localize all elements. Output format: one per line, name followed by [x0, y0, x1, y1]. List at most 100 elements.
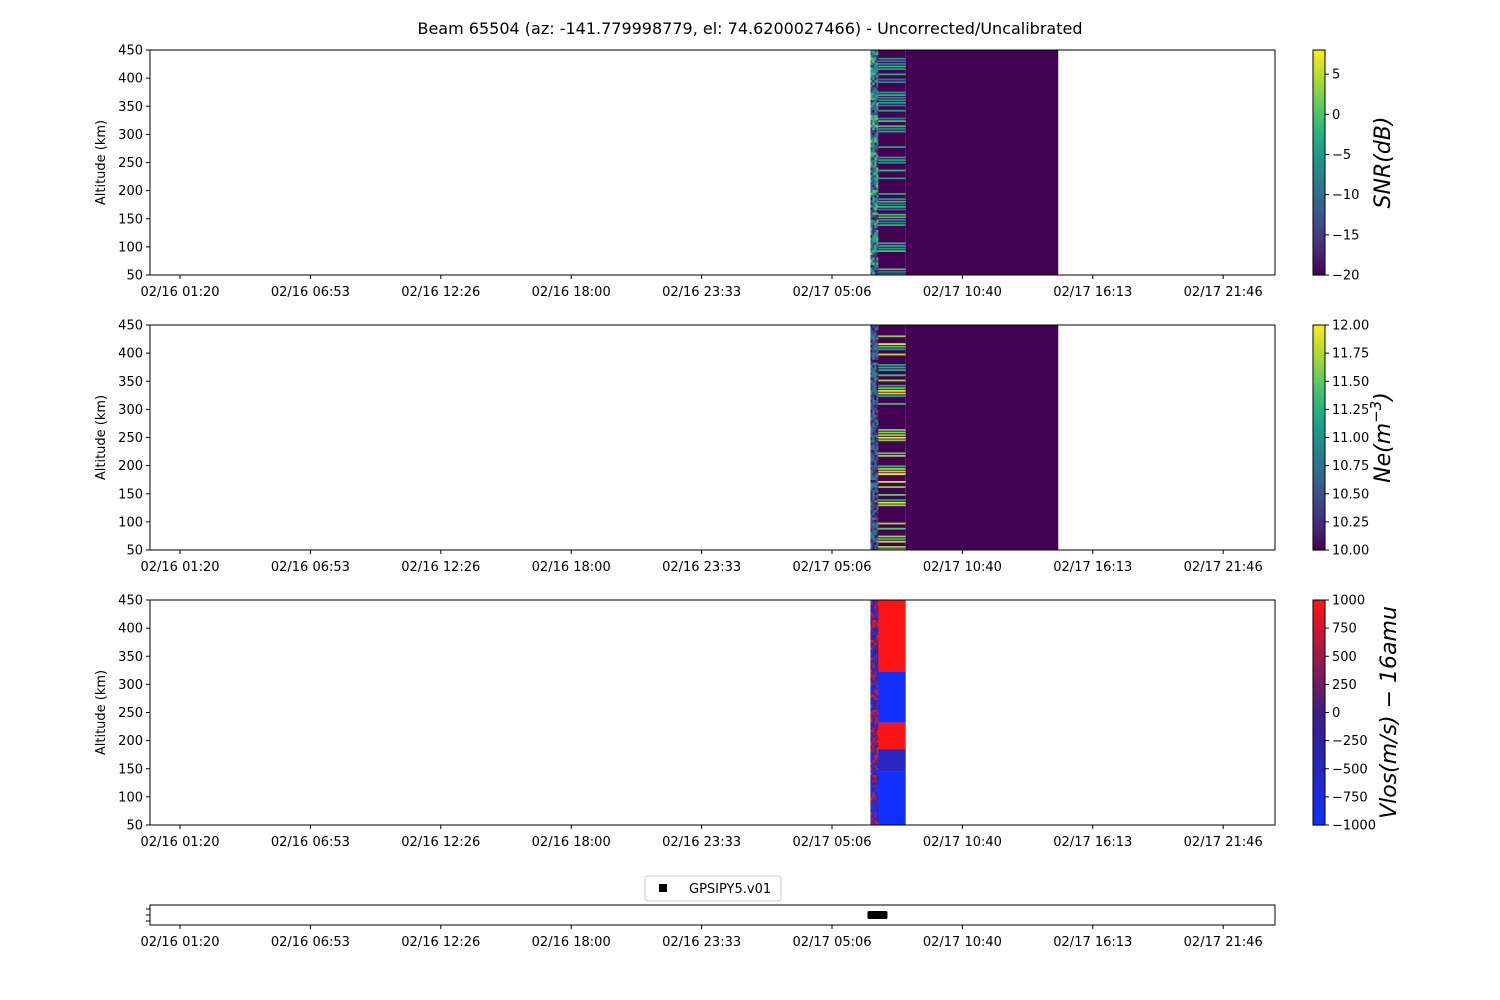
heatmap-cell — [874, 212, 877, 215]
heatmap-cell — [872, 727, 875, 730]
heatmap-cell — [874, 115, 877, 118]
heatmap-cell — [870, 265, 873, 268]
colorbar-segment — [1313, 188, 1325, 194]
heatmap-cell — [870, 510, 873, 513]
heatmap-cell — [876, 327, 879, 330]
heatmap-cell — [872, 117, 875, 120]
heatmap-cell — [870, 637, 873, 640]
heatmap-cell — [876, 812, 879, 815]
heatmap-cell — [874, 645, 877, 648]
heatmap-cell — [874, 415, 877, 418]
heatmap-cell — [872, 640, 875, 643]
heatmap-cell — [874, 782, 877, 785]
colorbar-segment — [1313, 701, 1325, 706]
heatmap-cell — [872, 502, 875, 505]
heatmap-cell — [876, 655, 879, 658]
heatmap-cell — [874, 447, 877, 450]
heatmap-cell — [872, 230, 875, 233]
heatmap-cell — [876, 240, 879, 243]
heatmap-cell — [870, 230, 873, 233]
heatmap-cell — [876, 785, 879, 788]
x-tick-label: 02/17 21:46 — [1184, 935, 1263, 950]
heatmap-cell — [876, 67, 879, 70]
heatmap-cell — [874, 195, 877, 198]
heatmap-cell — [874, 750, 877, 753]
heatmap-cell — [876, 175, 879, 178]
heatmap-cell — [872, 145, 875, 148]
colorbar-segment — [1313, 535, 1325, 540]
heatmap-cell — [876, 512, 879, 515]
heatmap-cell — [876, 472, 879, 475]
heatmap-cell — [876, 127, 879, 130]
heatmap-cell — [870, 195, 873, 198]
heatmap-cell — [874, 610, 877, 613]
y-tick-label: 150 — [118, 762, 143, 777]
heatmap-cell — [876, 675, 879, 678]
heatmap-cell — [878, 117, 906, 120]
heatmap-cell — [876, 452, 879, 455]
colorbar-segment — [1313, 377, 1325, 382]
heatmap-cell — [870, 745, 873, 748]
heatmap-cell — [870, 197, 873, 200]
heatmap-cell — [876, 207, 879, 210]
heatmap-cell — [876, 157, 879, 160]
heatmap-cell — [870, 742, 873, 745]
heatmap-cell — [876, 620, 879, 623]
heatmap-cell — [870, 655, 873, 658]
colorbar-segment — [1313, 482, 1325, 487]
heatmap-cell — [878, 481, 906, 483]
x-tick-label: 02/16 18:00 — [532, 560, 611, 575]
heatmap-cell — [874, 692, 877, 695]
heatmap-cell — [874, 710, 877, 713]
colorbar-segment — [1313, 720, 1325, 725]
heatmap-cell — [874, 222, 877, 225]
heatmap-cell — [872, 795, 875, 798]
heatmap-cell — [872, 175, 875, 178]
heatmap-cell — [872, 332, 875, 335]
heatmap-cell — [874, 702, 877, 705]
heatmap-cell — [870, 60, 873, 63]
heatmap-cell — [878, 546, 906, 548]
colorbar-segment — [1313, 761, 1325, 766]
x-tick-label: 02/16 18:00 — [532, 285, 611, 300]
heatmap-cell — [872, 202, 875, 205]
heatmap-cell — [876, 57, 879, 60]
colorbar-segment — [1313, 817, 1325, 822]
heatmap-cell — [870, 75, 873, 78]
heatmap-cell — [905, 50, 1059, 275]
heatmap-cell — [878, 91, 906, 94]
heatmap-cell — [876, 255, 879, 258]
heatmap-cell — [874, 487, 877, 490]
heatmap-cell — [874, 132, 877, 135]
heatmap-cell — [872, 232, 875, 235]
heatmap-cell — [876, 705, 879, 708]
heatmap-cell — [874, 707, 877, 710]
heatmap-cell — [870, 645, 873, 648]
colorbar-tick-label: 11.00 — [1332, 431, 1369, 446]
heatmap-cell — [876, 100, 879, 103]
heatmap-cell — [870, 52, 873, 55]
heatmap-cell — [874, 102, 877, 105]
heatmap-cell — [876, 125, 879, 128]
heatmap-cell — [874, 255, 877, 258]
heatmap-cell — [874, 460, 877, 463]
colorbar-segment — [1313, 735, 1325, 740]
heatmap-cell — [874, 740, 877, 743]
heatmap-cell — [874, 215, 877, 218]
heatmap-cell — [878, 538, 906, 540]
colorbar-segment — [1313, 622, 1325, 627]
heatmap-cell — [876, 407, 879, 410]
heatmap-cell — [876, 482, 879, 485]
heatmap-cell — [872, 605, 875, 608]
heatmap-cell — [874, 380, 877, 383]
chart-instrument: 02/16 01:20 02/16 06:53 02/16 12:26 02/16 1… — [140, 875, 1276, 950]
heatmap-cell — [874, 360, 877, 363]
colorbar-tick-label: −20 — [1332, 269, 1359, 284]
heatmap-cell — [870, 777, 873, 780]
y-tick-label: 400 — [118, 622, 143, 637]
heatmap-cell — [870, 192, 873, 195]
heatmap-cell — [872, 752, 875, 755]
x-tick-label: 02/16 01:20 — [140, 935, 219, 950]
heatmap-cell — [870, 240, 873, 243]
heatmap-cell — [876, 437, 879, 440]
